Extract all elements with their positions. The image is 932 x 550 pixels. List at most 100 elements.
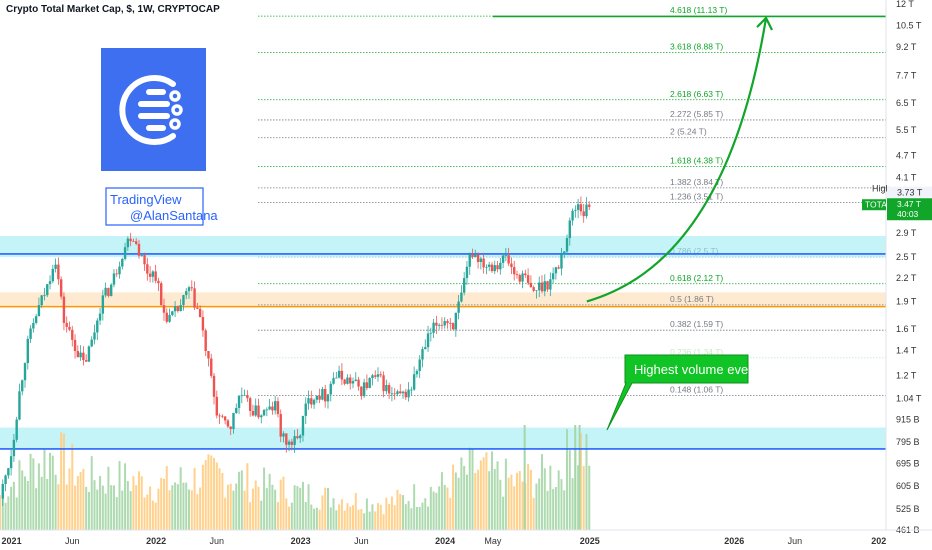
volume-bar <box>271 484 274 530</box>
candle-body <box>276 401 280 415</box>
volume-bar <box>407 500 410 530</box>
candle-body <box>549 279 552 290</box>
volume-bar <box>151 500 154 530</box>
candle-body <box>285 433 288 445</box>
candle-body <box>554 267 558 274</box>
volume-bar <box>577 465 580 530</box>
candle-body <box>571 210 574 221</box>
volume-bar <box>343 510 346 530</box>
candle-body <box>273 401 277 411</box>
time-tick-label: Jun <box>354 536 369 546</box>
candle-body <box>365 382 369 389</box>
candle-body <box>235 407 238 414</box>
volume-bar <box>160 478 163 530</box>
annotation-callout: Highest volume ever <box>606 354 753 431</box>
volume-bar <box>566 429 569 530</box>
volume-bar <box>513 486 516 530</box>
candle-body <box>265 409 269 411</box>
volume-bar <box>213 457 216 530</box>
candle-body <box>71 329 74 340</box>
volume-bar <box>254 480 257 530</box>
candle-body <box>73 339 77 352</box>
candle-body <box>307 398 310 404</box>
price-tick-label: 795 B <box>896 437 920 447</box>
candle-body <box>446 321 449 324</box>
fibonacci-levels: 4.618 (11.13 T) 3.618 (8.88 T) 2.618 (6.63… <box>258 5 886 397</box>
volume-bar <box>57 484 60 530</box>
candle-body <box>23 363 27 381</box>
candle-body <box>415 370 419 375</box>
candlesticks <box>1 196 591 506</box>
candle-body <box>185 291 188 296</box>
candle-body <box>418 359 421 371</box>
candle-body <box>134 241 138 244</box>
volume-bar <box>124 463 127 530</box>
time-tick-label: 2026 <box>724 536 744 546</box>
candle-body <box>496 265 499 270</box>
volume-bar <box>543 468 546 530</box>
volume-bar <box>149 486 152 530</box>
candle-body <box>351 381 355 384</box>
volume-bar <box>440 472 443 530</box>
fib-label: 1.236 (3.51 T) <box>670 191 723 201</box>
volume-bar <box>360 509 363 530</box>
volume-bar <box>585 434 588 530</box>
volume-bar <box>488 471 491 530</box>
volume-bar <box>435 492 438 530</box>
volume-bar <box>51 455 54 530</box>
volume-bar <box>496 461 499 530</box>
volume-bar <box>468 447 471 530</box>
volume-bar <box>157 488 160 530</box>
candle-body <box>454 312 458 330</box>
candle-body <box>196 307 199 309</box>
candle-body <box>362 382 366 397</box>
price-axis <box>886 0 932 530</box>
volume-bar <box>60 432 63 530</box>
volume-bar <box>43 449 46 530</box>
price-tick-label: 1.04 T <box>896 394 922 404</box>
candle-body <box>146 264 149 274</box>
candle-body <box>576 204 580 210</box>
candle-body <box>190 287 193 289</box>
candle-body <box>43 295 46 296</box>
candle-body <box>12 439 16 457</box>
candle-body <box>354 379 357 382</box>
candle-body <box>237 395 241 408</box>
time-tick-label: 2022 <box>146 536 166 546</box>
candle-body <box>393 393 396 395</box>
projection-curve <box>586 17 768 303</box>
volume-bar <box>96 489 99 530</box>
candle-body <box>493 265 496 272</box>
time-tick-label: 202 <box>871 536 886 546</box>
price-tick-label: 4.1 T <box>896 172 917 182</box>
volume-bar <box>379 504 382 530</box>
volume-bar <box>304 501 307 530</box>
candle-body <box>374 375 377 377</box>
volume-bar <box>324 487 327 530</box>
candle-body <box>21 380 24 392</box>
volume-bar-peak <box>523 425 526 530</box>
price-tick-label: 2.2 T <box>896 273 917 283</box>
volume-bar <box>129 491 132 530</box>
volume-bar <box>112 485 115 530</box>
volume-bar <box>349 506 352 530</box>
candle-body <box>426 333 430 348</box>
volume-bar <box>1 490 4 530</box>
volume-bar <box>232 490 235 530</box>
candle-body <box>168 314 171 322</box>
candle-body <box>557 267 560 269</box>
projection-arrow <box>586 16 774 303</box>
volume-bar <box>374 511 377 530</box>
candle-body <box>474 254 477 258</box>
zone-orange <box>0 292 886 307</box>
time-tick-label: 2021 <box>2 536 22 546</box>
volume-bar <box>346 503 349 530</box>
volume-bar <box>115 497 118 530</box>
total-badge <box>887 198 932 221</box>
volume-bar <box>274 489 277 530</box>
volume-bar <box>457 477 460 530</box>
high-value: 3.73 T <box>897 188 923 198</box>
volume-bar <box>460 457 463 530</box>
volume-bar <box>365 498 368 530</box>
candle-body <box>104 287 107 296</box>
